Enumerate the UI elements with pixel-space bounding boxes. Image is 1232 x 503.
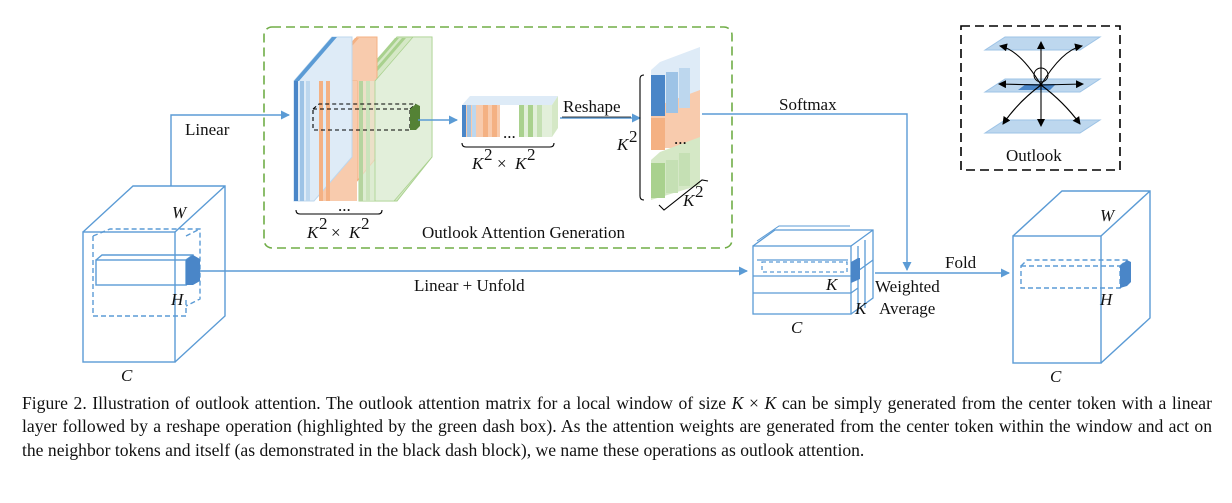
stack-size-label: K 2 × K 2 xyxy=(306,214,370,242)
output-w-label: W xyxy=(1100,206,1116,225)
svg-text:2: 2 xyxy=(361,214,370,233)
center-attention-vector xyxy=(462,96,558,137)
vector-dots: ... xyxy=(503,123,516,142)
unfolded-c-label: C xyxy=(791,318,803,337)
caption-k2: K xyxy=(764,393,777,413)
matrix-left-label: K 2 xyxy=(616,127,638,154)
outlook-attention-diagram: Outlook Attention Generation W H C Linea… xyxy=(82,25,1151,385)
matrix-diag-label: K 2 xyxy=(682,182,704,210)
stack-dots: ... xyxy=(338,196,351,215)
linear-unfold-label: Linear + Unfold xyxy=(414,276,525,295)
matrix-diag-brace xyxy=(658,179,709,211)
svg-text:K: K xyxy=(306,223,320,242)
svg-text:×: × xyxy=(331,223,341,242)
input-center-token xyxy=(186,255,200,285)
matrix-dots: ... xyxy=(674,129,687,148)
caption-times: × xyxy=(743,393,765,413)
vector-size-label: K 2 × K 2 xyxy=(471,145,536,173)
svg-text:K: K xyxy=(514,154,528,173)
softmax-label: Softmax xyxy=(779,95,837,114)
outlook-label: Outlook xyxy=(1006,146,1062,165)
output-c-label: C xyxy=(1050,367,1062,385)
outlook-illustration xyxy=(983,36,1102,134)
svg-text:2: 2 xyxy=(484,145,493,164)
svg-text:2: 2 xyxy=(629,127,638,146)
output-center-token xyxy=(1120,260,1131,288)
svg-text:2: 2 xyxy=(319,214,328,233)
input-c-label: C xyxy=(121,366,133,385)
softmax-arrow xyxy=(702,113,912,271)
reshaped-attention-matrix xyxy=(651,47,700,200)
fold-label: Fold xyxy=(945,253,977,272)
generation-label: Outlook Attention Generation xyxy=(422,223,626,242)
caption-prefix: Figure 2. Illustration of outlook attent… xyxy=(22,393,732,413)
vector-brace xyxy=(461,142,555,148)
output-h-label: H xyxy=(1099,290,1114,309)
unfolded-value-tensor xyxy=(752,225,874,315)
unfolded-center-token xyxy=(851,258,860,283)
center-token-green xyxy=(410,104,420,130)
stack-brace xyxy=(295,209,383,215)
outlook-dash-block xyxy=(960,25,1121,171)
weighted-label: Weighted xyxy=(875,277,940,296)
average-label: Average xyxy=(879,299,935,318)
generation-dash-box xyxy=(263,26,733,249)
unfolded-k-label: K xyxy=(825,275,839,294)
caption-suffix: can be simply generated from the center … xyxy=(22,393,1212,460)
svg-text:K: K xyxy=(471,154,485,173)
unfolded-k2-label: K xyxy=(854,299,868,318)
linear-label: Linear xyxy=(185,120,230,139)
figure-caption: Figure 2. Illustration of outlook attent… xyxy=(22,392,1212,462)
svg-text:K: K xyxy=(682,191,696,210)
input-w-label: W xyxy=(172,203,188,222)
svg-text:2: 2 xyxy=(695,182,704,201)
input-h-label: H xyxy=(170,290,185,309)
svg-text:K: K xyxy=(616,135,630,154)
input-cube xyxy=(82,185,226,363)
svg-text:×: × xyxy=(497,154,507,173)
reshape-label: Reshape xyxy=(563,97,621,116)
svg-text:K: K xyxy=(348,223,362,242)
caption-k1: K xyxy=(731,393,744,413)
attention-map-stack xyxy=(293,36,433,202)
matrix-left-brace xyxy=(639,74,645,201)
svg-text:2: 2 xyxy=(527,145,536,164)
linear-arrow xyxy=(170,110,290,186)
